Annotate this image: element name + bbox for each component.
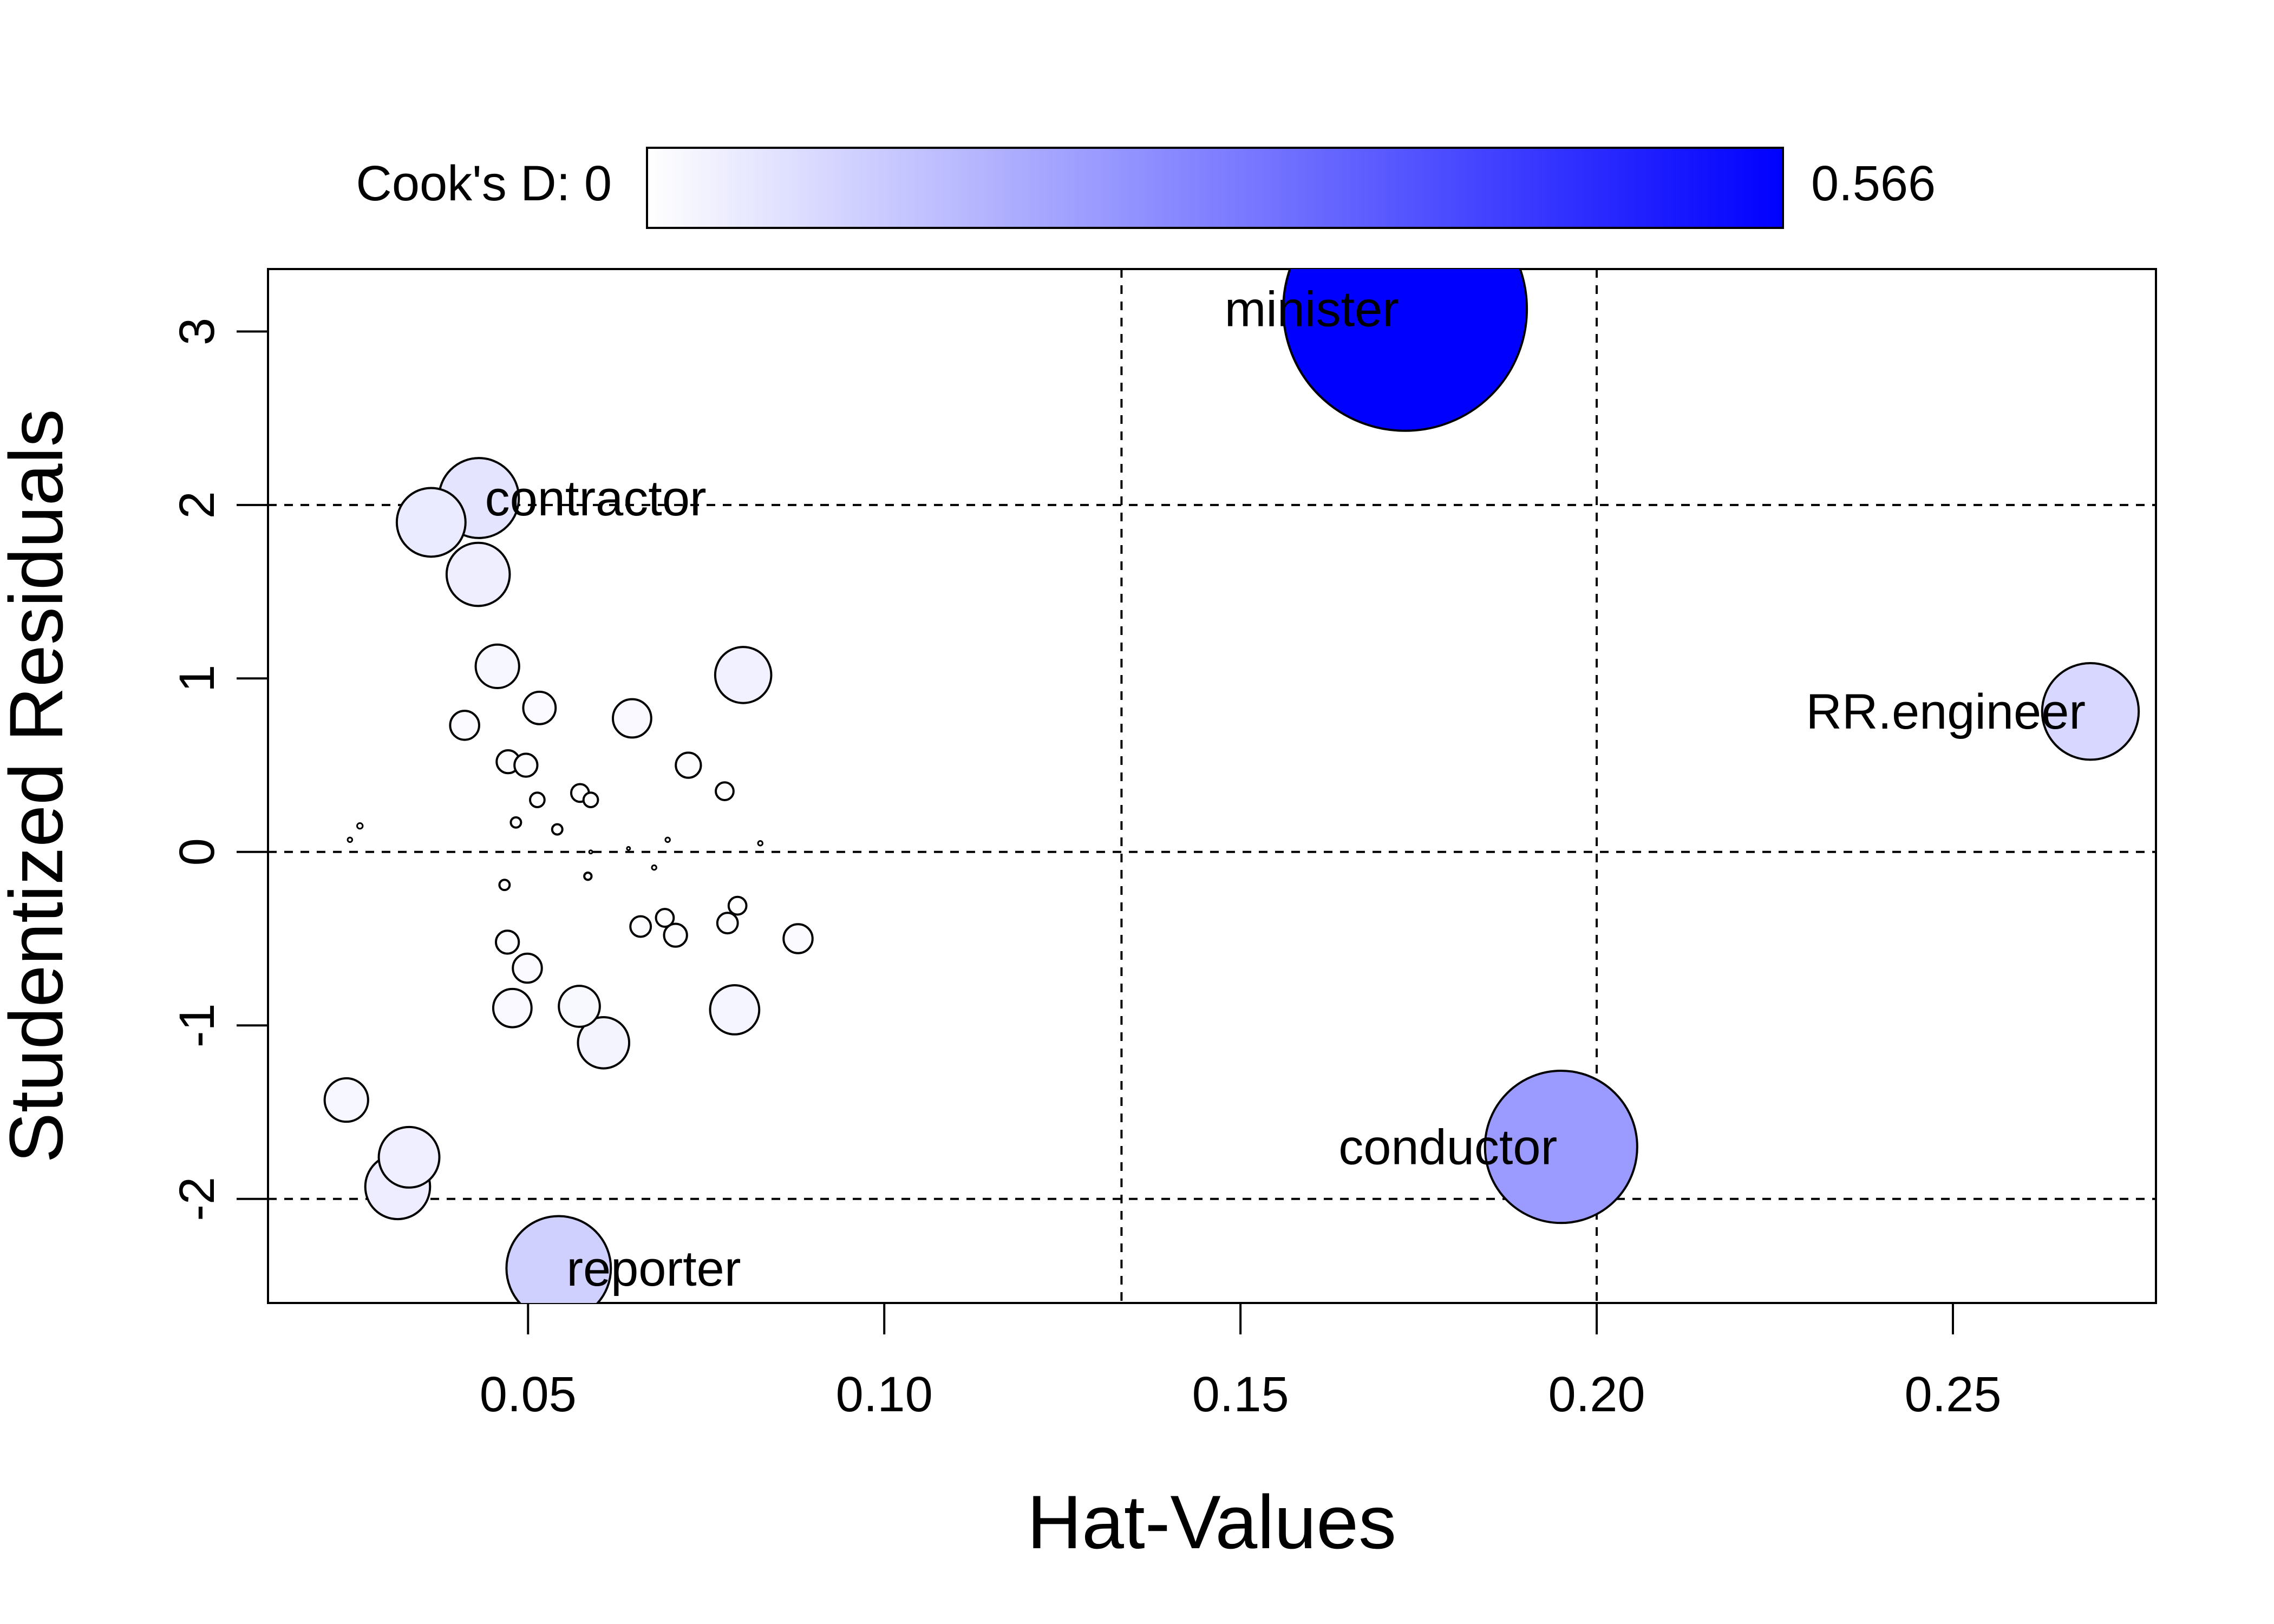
data-point xyxy=(727,895,748,916)
data-point xyxy=(347,836,354,843)
points-layer xyxy=(323,269,2140,1303)
point-label: RR.engineer xyxy=(1806,684,2086,739)
point-minister xyxy=(1282,269,1528,432)
legend-label-right: 0.566 xyxy=(1811,156,1936,211)
data-point xyxy=(492,987,533,1029)
data-point xyxy=(377,1125,441,1189)
data-point xyxy=(626,846,631,851)
point-conductor xyxy=(1484,1069,1638,1224)
data-point xyxy=(663,922,688,948)
data-point xyxy=(714,646,773,704)
data-point xyxy=(655,908,675,928)
data-point xyxy=(558,985,601,1028)
plot-frame xyxy=(267,268,2157,1304)
point-label: reporter xyxy=(566,1241,741,1296)
data-point xyxy=(356,822,364,830)
y-tick-label: -2 xyxy=(169,1177,225,1221)
point-label: minister xyxy=(1225,282,1399,337)
data-point xyxy=(582,791,599,809)
data-point xyxy=(629,915,652,938)
data-point xyxy=(551,823,564,836)
data-point xyxy=(583,871,593,881)
y-tick-label: 3 xyxy=(169,318,225,345)
data-point xyxy=(474,643,520,690)
data-point xyxy=(494,929,520,955)
data-point xyxy=(715,781,735,801)
data-point xyxy=(675,751,702,779)
point-label: contractor xyxy=(485,471,707,526)
x-tick-label: 0.25 xyxy=(1904,1367,2001,1422)
x-axis: 0.05 0.10 0.15 0.20 0.25 xyxy=(480,1303,2002,1422)
data-point xyxy=(782,923,814,954)
point-label: conductor xyxy=(1338,1120,1557,1175)
cooks-d-legend: Cook's D: 0 0.566 xyxy=(356,147,1936,229)
data-point xyxy=(757,840,763,847)
data-point xyxy=(498,879,511,892)
data-point xyxy=(513,752,539,778)
y-tick-label: -1 xyxy=(169,1003,225,1047)
data-point xyxy=(522,690,557,725)
data-point xyxy=(323,1077,369,1123)
data-point xyxy=(509,816,522,829)
data-point xyxy=(612,698,652,739)
data-point xyxy=(716,912,739,935)
x-axis-title: Hat-Values xyxy=(1027,1479,1396,1564)
x-tick-label: 0.10 xyxy=(836,1367,933,1422)
y-tick-label: 0 xyxy=(169,838,225,866)
point-rr-engineer xyxy=(2041,662,2140,761)
data-point xyxy=(445,541,511,607)
data-point xyxy=(651,864,657,871)
data-point xyxy=(588,849,593,855)
data-point xyxy=(664,836,671,843)
point-labels: minister conductor RR.engineer reporter cont… xyxy=(485,282,2086,1296)
reference-lines xyxy=(268,269,2156,1303)
data-point xyxy=(512,952,543,984)
y-axis: -2 -1 0 1 2 3 xyxy=(169,318,268,1221)
data-point xyxy=(529,791,546,809)
y-tick-label: 1 xyxy=(169,665,225,692)
x-tick-label: 0.20 xyxy=(1548,1367,1645,1422)
x-tick-label: 0.05 xyxy=(480,1367,577,1422)
point-reporter xyxy=(505,1215,612,1303)
y-axis-title: Studentized Residuals xyxy=(0,409,79,1163)
x-tick-label: 0.15 xyxy=(1192,1367,1289,1422)
data-point xyxy=(449,710,480,741)
y-tick-label: 2 xyxy=(169,491,225,519)
data-point xyxy=(577,1016,631,1070)
legend-label-left: Cook's D: 0 xyxy=(356,156,612,211)
data-point xyxy=(395,487,467,558)
data-point xyxy=(709,984,761,1036)
cooks-d-colorbar xyxy=(646,147,1784,229)
